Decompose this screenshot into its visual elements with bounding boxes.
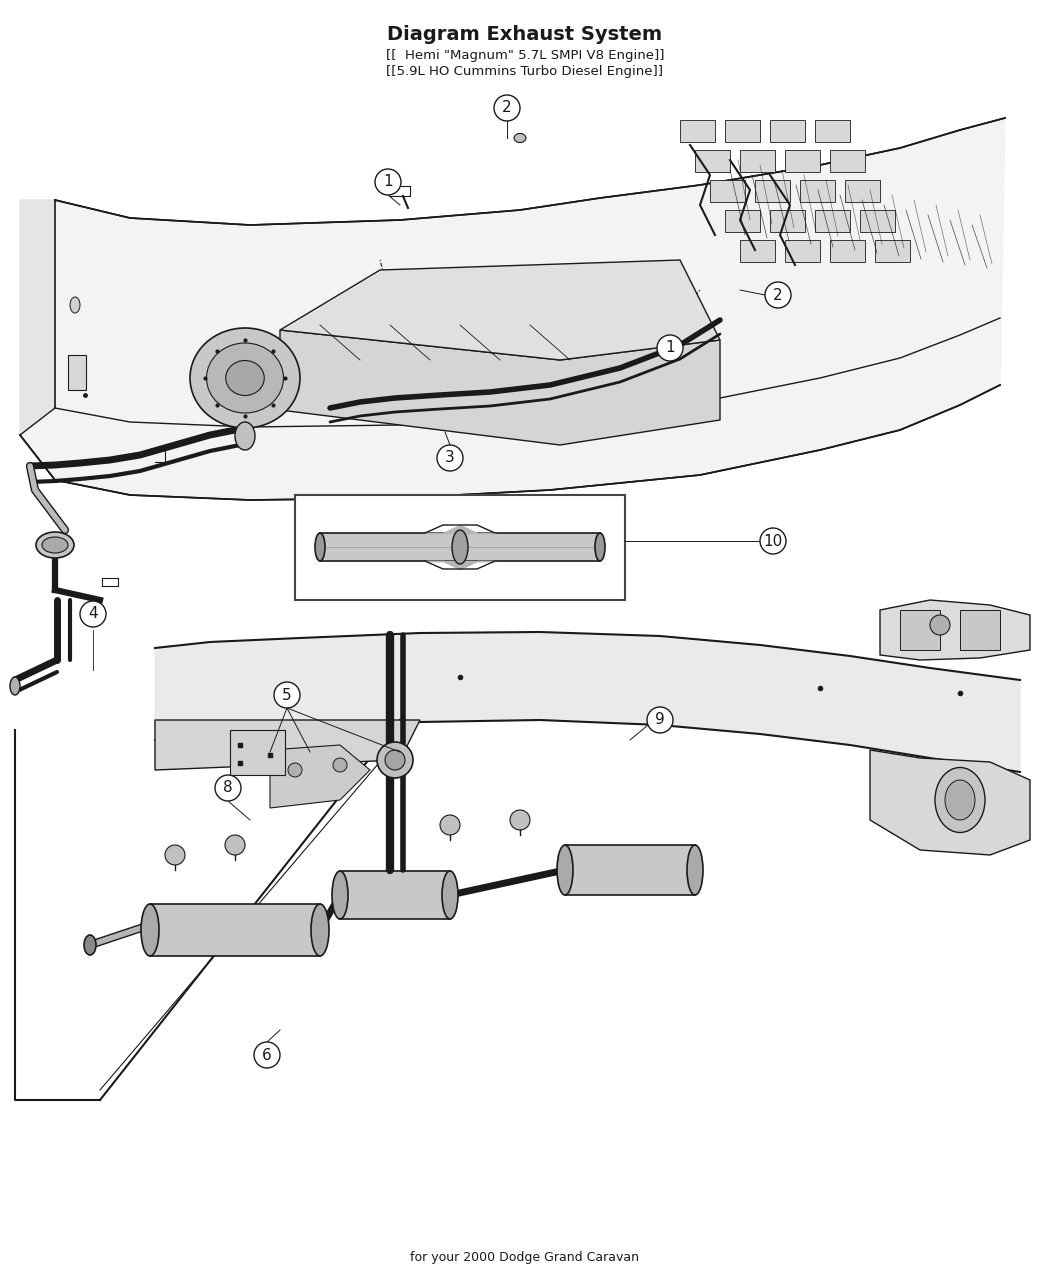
Bar bbox=[830, 150, 865, 172]
Bar bbox=[755, 180, 790, 201]
Bar bbox=[740, 150, 775, 172]
Circle shape bbox=[657, 335, 682, 361]
Polygon shape bbox=[155, 632, 1020, 771]
Ellipse shape bbox=[190, 328, 300, 428]
Bar bbox=[150, 904, 320, 956]
Circle shape bbox=[930, 615, 950, 635]
Text: 3: 3 bbox=[445, 450, 455, 465]
Ellipse shape bbox=[141, 904, 159, 956]
Text: 8: 8 bbox=[224, 780, 233, 796]
Circle shape bbox=[165, 845, 185, 864]
Text: 5: 5 bbox=[282, 687, 292, 703]
Circle shape bbox=[225, 835, 245, 856]
Text: 6: 6 bbox=[262, 1048, 272, 1062]
Bar bbox=[900, 609, 940, 650]
Ellipse shape bbox=[332, 871, 348, 919]
Bar bbox=[740, 240, 775, 261]
Bar bbox=[770, 210, 805, 232]
Circle shape bbox=[440, 815, 460, 835]
Text: 2: 2 bbox=[773, 287, 783, 302]
Circle shape bbox=[254, 1042, 280, 1068]
Ellipse shape bbox=[315, 533, 326, 561]
Circle shape bbox=[510, 810, 530, 830]
Circle shape bbox=[333, 759, 347, 771]
Ellipse shape bbox=[226, 361, 265, 395]
Polygon shape bbox=[880, 601, 1030, 660]
Bar bbox=[340, 871, 450, 919]
Polygon shape bbox=[270, 745, 370, 808]
Circle shape bbox=[377, 742, 413, 778]
Text: 2: 2 bbox=[502, 101, 511, 116]
Circle shape bbox=[80, 601, 106, 627]
Polygon shape bbox=[20, 119, 1005, 500]
Bar bbox=[815, 210, 851, 232]
Ellipse shape bbox=[556, 845, 573, 895]
Ellipse shape bbox=[207, 343, 284, 413]
Bar bbox=[724, 120, 760, 142]
Bar bbox=[845, 180, 880, 201]
Bar bbox=[695, 150, 730, 172]
Ellipse shape bbox=[452, 530, 468, 564]
Circle shape bbox=[494, 96, 520, 121]
Circle shape bbox=[385, 750, 405, 770]
Bar bbox=[68, 354, 86, 390]
Text: 1: 1 bbox=[666, 340, 675, 356]
Bar bbox=[770, 120, 805, 142]
Ellipse shape bbox=[42, 537, 68, 553]
Text: 1: 1 bbox=[383, 175, 393, 190]
Bar bbox=[815, 120, 851, 142]
Bar bbox=[565, 845, 695, 895]
Bar bbox=[724, 210, 760, 232]
Polygon shape bbox=[280, 260, 720, 360]
Ellipse shape bbox=[945, 780, 975, 820]
Text: Diagram Exhaust System: Diagram Exhaust System bbox=[387, 26, 663, 45]
Text: 9: 9 bbox=[655, 713, 665, 728]
Ellipse shape bbox=[36, 532, 74, 558]
Ellipse shape bbox=[10, 677, 20, 695]
Polygon shape bbox=[20, 200, 55, 435]
Bar bbox=[680, 120, 715, 142]
Ellipse shape bbox=[442, 871, 458, 919]
Bar bbox=[320, 533, 600, 561]
Polygon shape bbox=[870, 750, 1030, 856]
Bar bbox=[785, 150, 820, 172]
Bar bbox=[785, 240, 820, 261]
Circle shape bbox=[765, 282, 791, 309]
Bar bbox=[800, 180, 835, 201]
Bar bbox=[710, 180, 746, 201]
Text: [[  Hemi "Magnum" 5.7L SMPI V8 Engine]]: [[ Hemi "Magnum" 5.7L SMPI V8 Engine]] bbox=[385, 48, 665, 61]
Circle shape bbox=[437, 445, 463, 470]
Ellipse shape bbox=[595, 533, 605, 561]
Bar bbox=[830, 240, 865, 261]
Circle shape bbox=[215, 775, 242, 801]
Ellipse shape bbox=[70, 297, 80, 312]
Polygon shape bbox=[280, 330, 720, 445]
Text: 4: 4 bbox=[88, 607, 98, 621]
Ellipse shape bbox=[934, 768, 985, 833]
Text: [[5.9L HO Cummins Turbo Diesel Engine]]: [[5.9L HO Cummins Turbo Diesel Engine]] bbox=[386, 65, 664, 79]
Circle shape bbox=[375, 170, 401, 195]
Text: 10: 10 bbox=[763, 533, 782, 548]
Bar bbox=[875, 240, 910, 261]
Circle shape bbox=[288, 762, 302, 776]
Ellipse shape bbox=[687, 845, 704, 895]
FancyBboxPatch shape bbox=[295, 495, 625, 601]
Circle shape bbox=[647, 708, 673, 733]
Bar bbox=[960, 609, 1000, 650]
Ellipse shape bbox=[150, 904, 270, 956]
Circle shape bbox=[274, 682, 300, 708]
Text: for your 2000 Dodge Grand Caravan: for your 2000 Dodge Grand Caravan bbox=[411, 1252, 639, 1265]
Bar bbox=[230, 731, 285, 775]
Circle shape bbox=[760, 528, 786, 555]
Ellipse shape bbox=[235, 422, 255, 450]
Ellipse shape bbox=[84, 935, 96, 955]
Ellipse shape bbox=[514, 134, 526, 143]
Polygon shape bbox=[155, 720, 420, 770]
Bar bbox=[860, 210, 895, 232]
Ellipse shape bbox=[311, 904, 329, 956]
